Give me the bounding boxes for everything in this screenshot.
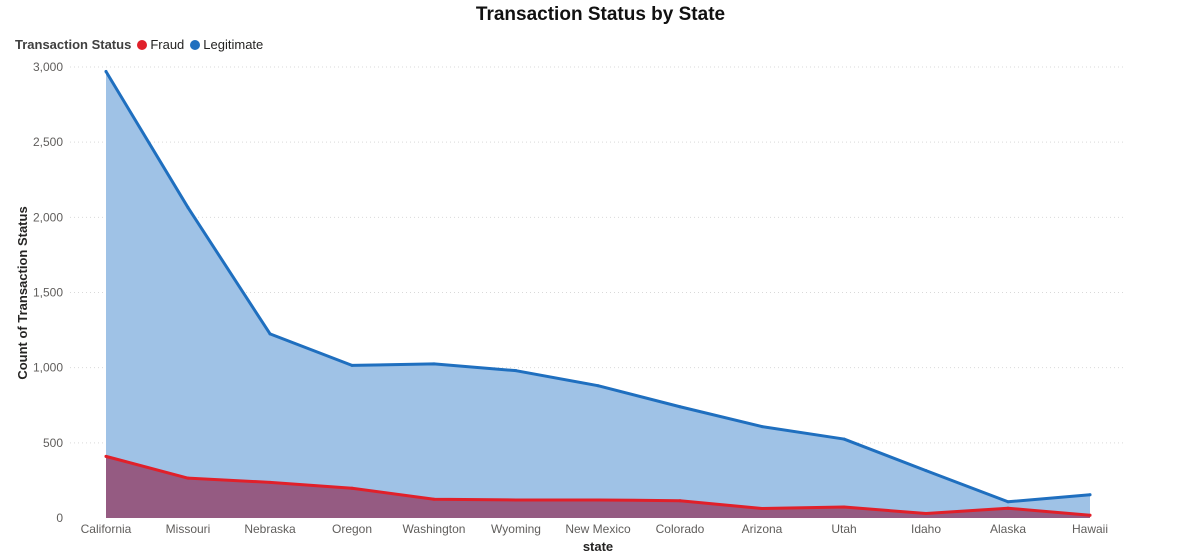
data-point-legitimate[interactable] <box>1006 500 1010 504</box>
area-layer <box>106 71 1090 518</box>
data-point-legitimate[interactable] <box>596 384 600 388</box>
x-tick-label: Missouri <box>166 522 211 536</box>
legend-label-legitimate: Legitimate <box>203 37 264 52</box>
area-fraud <box>106 456 1090 518</box>
legend-label-fraud: Fraud <box>150 37 185 52</box>
x-tick-label: Idaho <box>911 522 941 536</box>
data-point-fraud[interactable] <box>186 476 190 480</box>
legend-swatch-legitimate <box>190 39 201 50</box>
data-point-fraud[interactable] <box>514 498 518 502</box>
data-point-fraud[interactable] <box>1006 506 1010 510</box>
data-point-legitimate[interactable] <box>186 206 190 210</box>
data-point-legitimate[interactable] <box>1088 493 1092 497</box>
data-point-fraud[interactable] <box>842 505 846 509</box>
y-tick-label: 1,000 <box>33 361 63 375</box>
data-point-fraud[interactable] <box>350 486 354 490</box>
chart-title: Transaction Status by State <box>475 4 726 25</box>
data-point-legitimate[interactable] <box>350 363 354 367</box>
data-point-legitimate[interactable] <box>842 437 846 441</box>
y-tick-label: 1,500 <box>33 286 63 300</box>
y-tick-label: 2,000 <box>33 210 63 224</box>
x-tick-label: New Mexico <box>565 522 631 536</box>
x-tick-label: Nebraska <box>244 522 296 536</box>
data-point-legitimate[interactable] <box>268 332 272 336</box>
data-point-fraud[interactable] <box>924 511 928 515</box>
legend-title: Transaction Status <box>15 37 132 52</box>
line-layer <box>104 70 1092 517</box>
x-tick-label: Alaska <box>990 522 1026 536</box>
y-tick-label: 2,500 <box>33 135 63 149</box>
x-tick-label: Arizona <box>742 522 783 536</box>
data-point-fraud[interactable] <box>432 497 436 501</box>
data-point-legitimate[interactable] <box>104 70 108 74</box>
legend-swatch-fraud <box>137 39 148 50</box>
data-point-legitimate[interactable] <box>760 425 764 429</box>
data-point-fraud[interactable] <box>678 499 682 503</box>
data-point-fraud[interactable] <box>104 454 108 458</box>
y-tick-label: 0 <box>56 511 63 525</box>
x-tick-label: Colorado <box>656 522 705 536</box>
x-tick-label: Hawaii <box>1072 522 1108 536</box>
x-axis-ticks: California Missouri Nebraska Oregon Washingt… <box>81 522 1108 536</box>
data-point-fraud[interactable] <box>268 480 272 484</box>
data-point-fraud[interactable] <box>1088 513 1092 517</box>
x-tick-label: Utah <box>831 522 856 536</box>
x-tick-label: Oregon <box>332 522 372 536</box>
data-point-legitimate[interactable] <box>514 369 518 373</box>
x-tick-label: Wyoming <box>491 522 541 536</box>
legend: Transaction Status Fraud Legitimate <box>15 37 269 52</box>
legend-item-fraud[interactable]: Fraud <box>137 37 184 52</box>
data-point-fraud[interactable] <box>760 507 764 511</box>
data-point-fraud[interactable] <box>596 498 600 502</box>
data-point-legitimate[interactable] <box>432 362 436 366</box>
y-tick-label: 500 <box>43 436 63 450</box>
data-point-legitimate[interactable] <box>678 405 682 409</box>
y-axis-title: Count of Transaction Status <box>15 206 30 379</box>
y-tick-label: 3,000 <box>33 60 63 74</box>
x-tick-label: California <box>81 522 132 536</box>
legend-item-legitimate[interactable]: Legitimate <box>190 37 263 52</box>
x-tick-label: Washington <box>403 522 466 536</box>
data-point-legitimate[interactable] <box>924 469 928 473</box>
area-legitimate <box>106 71 1090 518</box>
y-axis-ticks: 0 500 1,000 1,500 2,000 2,500 3,000 <box>33 60 63 525</box>
x-axis-title: state <box>583 539 613 552</box>
